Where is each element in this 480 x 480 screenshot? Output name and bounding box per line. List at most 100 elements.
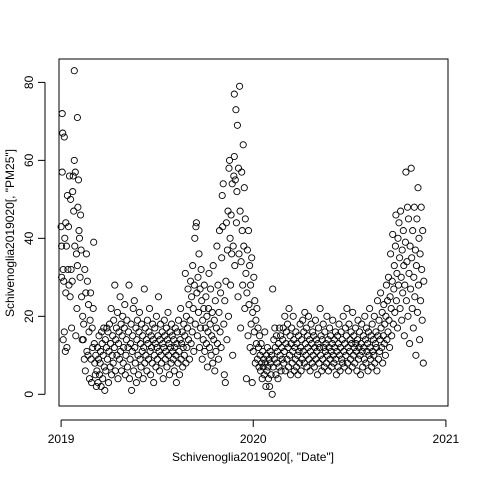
data-point <box>397 273 405 281</box>
data-point <box>166 328 174 336</box>
data-point <box>184 285 192 293</box>
data-point <box>174 316 183 324</box>
data-point <box>90 340 98 348</box>
data-point <box>152 363 160 371</box>
data-point <box>207 285 215 293</box>
data-point <box>418 265 426 274</box>
data-point <box>277 332 285 340</box>
data-point <box>413 308 422 316</box>
data-point <box>116 293 124 301</box>
data-point <box>307 320 315 328</box>
data-point <box>375 316 383 324</box>
data-point <box>90 238 98 246</box>
data-point <box>58 242 66 250</box>
data-point <box>317 332 325 340</box>
data-point <box>282 328 290 336</box>
data-point <box>157 320 165 328</box>
data-point <box>129 332 137 340</box>
data-point <box>155 367 164 375</box>
data-point <box>311 316 319 324</box>
data-point <box>289 312 297 320</box>
y-axis: 0 20 40 60 80 <box>22 75 46 398</box>
data-point <box>244 227 253 235</box>
data-point <box>359 363 367 371</box>
data-point <box>314 324 323 332</box>
data-point <box>135 328 143 336</box>
data-point <box>232 219 240 227</box>
data-point <box>343 304 351 313</box>
data-point <box>73 262 81 270</box>
data-point <box>367 332 375 340</box>
data-point <box>389 320 397 328</box>
data-point <box>114 340 123 348</box>
data-point <box>371 359 379 367</box>
data-point <box>208 308 216 316</box>
data-point <box>331 328 339 336</box>
data-point <box>58 110 66 118</box>
data-point <box>172 379 180 387</box>
data-point <box>194 308 203 316</box>
data-point <box>306 367 314 375</box>
data-point <box>140 285 148 293</box>
data-point <box>414 281 423 289</box>
data-point <box>390 262 398 270</box>
data-point <box>321 328 329 336</box>
data-point <box>396 304 404 313</box>
data-point <box>87 355 95 363</box>
data-point <box>84 301 93 309</box>
data-point <box>139 375 147 383</box>
data-point <box>142 336 150 344</box>
data-point <box>380 301 388 309</box>
data-point <box>316 304 324 313</box>
data-point <box>207 351 215 359</box>
data-point <box>82 289 90 297</box>
data-point <box>283 320 292 328</box>
data-point <box>66 293 74 301</box>
data-point <box>415 234 423 242</box>
data-point <box>370 351 378 359</box>
data-point <box>70 67 78 75</box>
data-point <box>129 304 137 313</box>
data-point <box>126 355 134 363</box>
data-point <box>178 340 186 348</box>
data-point <box>351 324 359 332</box>
data-point <box>262 382 270 391</box>
data-point <box>64 265 72 274</box>
data-point <box>357 371 365 379</box>
data-point <box>151 340 159 348</box>
data-point <box>58 168 66 176</box>
data-point <box>276 324 284 332</box>
data-point <box>250 273 258 281</box>
data-point <box>396 254 404 262</box>
data-point <box>144 340 152 348</box>
data-point <box>246 343 254 352</box>
data-point <box>351 359 359 367</box>
data-point <box>70 207 78 215</box>
data-point <box>386 343 394 352</box>
data-point <box>379 359 387 367</box>
data-point <box>401 238 409 246</box>
data-point <box>67 195 75 203</box>
data-point <box>409 324 417 332</box>
data-point <box>269 285 277 293</box>
data-point <box>68 324 76 332</box>
data-point <box>199 336 207 344</box>
data-point <box>181 269 189 277</box>
data-point <box>122 336 130 344</box>
data-point <box>242 375 250 383</box>
data-point <box>387 304 395 313</box>
data-point <box>272 371 280 379</box>
data-point <box>393 269 401 277</box>
data-point <box>224 312 233 320</box>
data-point <box>391 308 399 316</box>
data-point <box>203 363 211 371</box>
data-point <box>140 343 148 352</box>
data-point <box>376 347 384 355</box>
data-point <box>403 203 412 211</box>
data-point <box>203 312 211 320</box>
data-point <box>160 316 168 324</box>
data-point <box>119 359 127 367</box>
data-point <box>271 324 279 332</box>
data-point <box>418 316 426 324</box>
